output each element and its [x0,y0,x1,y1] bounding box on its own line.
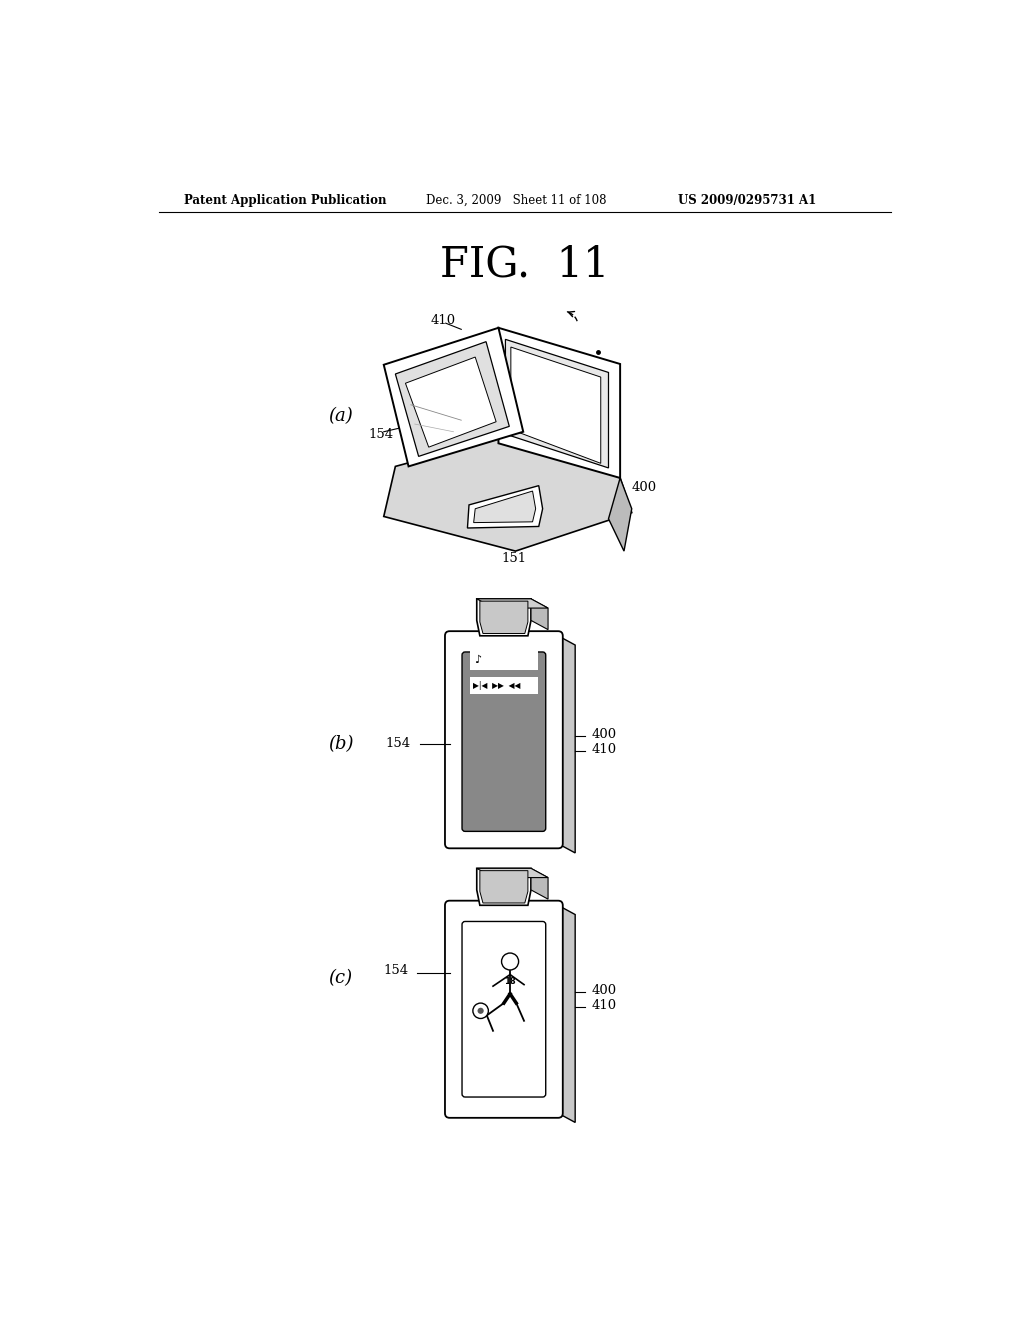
Polygon shape [558,906,575,1122]
Text: ▶|◀  ▶▶  ◀◀: ▶|◀ ▶▶ ◀◀ [473,681,520,689]
Polygon shape [384,327,523,466]
Text: 400: 400 [592,983,616,997]
Text: Patent Application Publication: Patent Application Publication [183,194,386,207]
Polygon shape [499,327,621,478]
Text: FIG.  11: FIG. 11 [440,244,609,285]
Polygon shape [477,599,548,609]
FancyBboxPatch shape [462,652,546,832]
Text: Dec. 3, 2009   Sheet 11 of 108: Dec. 3, 2009 Sheet 11 of 108 [426,194,607,207]
Circle shape [502,953,518,970]
Polygon shape [531,599,548,630]
Text: 410: 410 [430,314,456,326]
Bar [470,677,538,693]
Polygon shape [467,486,543,528]
Text: (c): (c) [328,969,352,987]
Polygon shape [477,869,531,906]
Polygon shape [511,347,601,463]
Text: 410: 410 [592,743,616,756]
Polygon shape [395,342,509,457]
Text: 154: 154 [385,737,411,750]
Text: US 2009/0295731 A1: US 2009/0295731 A1 [678,194,816,207]
Text: 410: 410 [592,999,616,1012]
Polygon shape [506,339,608,469]
FancyBboxPatch shape [445,631,563,849]
Text: 151: 151 [502,552,526,565]
Polygon shape [531,869,548,899]
Circle shape [477,1007,483,1014]
FancyBboxPatch shape [445,900,563,1118]
Polygon shape [558,636,575,853]
Text: 18: 18 [504,977,516,986]
Polygon shape [480,601,528,634]
Polygon shape [477,869,548,878]
Text: 154: 154 [384,964,409,977]
Text: 400: 400 [632,482,656,495]
Polygon shape [477,599,531,636]
Bar [470,649,538,671]
Text: ♪: ♪ [474,655,481,665]
Circle shape [473,1003,488,1019]
Text: 154: 154 [369,428,393,441]
Polygon shape [406,358,496,447]
Polygon shape [608,478,632,552]
Polygon shape [480,871,528,903]
Text: 400: 400 [592,727,616,741]
Text: (a): (a) [328,408,352,425]
FancyBboxPatch shape [462,921,546,1097]
Polygon shape [474,491,536,523]
Polygon shape [384,432,632,552]
Text: (b): (b) [328,735,353,752]
